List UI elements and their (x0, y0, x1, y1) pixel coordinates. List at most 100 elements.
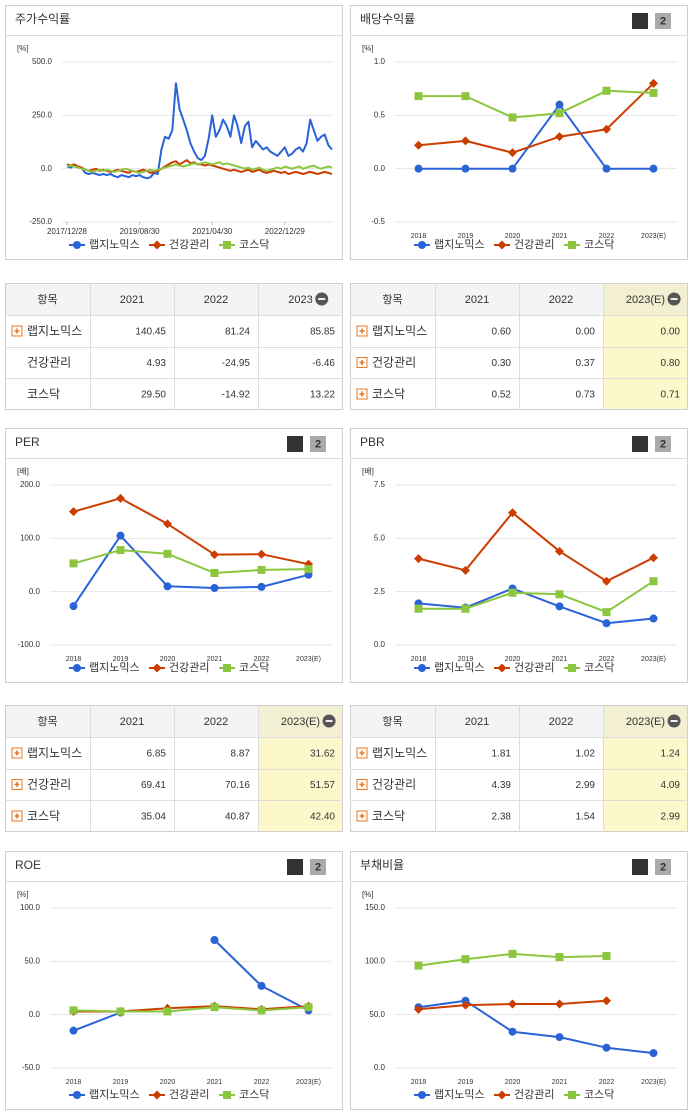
marker (69, 559, 78, 568)
cell-value: 6.85 (147, 749, 167, 760)
cell-value: 4.39 (492, 780, 512, 791)
column-header: 항목 (37, 293, 57, 306)
marker (497, 240, 507, 250)
unit-label: [%] (362, 44, 374, 53)
y-tick-label: 0.0 (29, 587, 41, 596)
column-header: 2023(E) (281, 716, 320, 728)
x-tick-label: 2021 (552, 233, 568, 240)
y-tick-label: -100.0 (17, 640, 40, 649)
series-line (73, 549, 309, 574)
page-button-label: 2 (660, 438, 666, 450)
marker (508, 113, 517, 122)
cell-value: 0.73 (576, 390, 596, 401)
cell-value: -14.92 (222, 390, 251, 401)
page-button[interactable] (287, 436, 303, 452)
cell-value: 29.50 (141, 390, 166, 401)
marker (508, 164, 517, 173)
highlight-column (258, 737, 343, 832)
row-label: 코스닥 (372, 809, 405, 823)
cell-value: 51.57 (310, 780, 335, 791)
column-header: 2022 (549, 716, 573, 728)
data-table: 항목 2021 2022 2023 랩지노믹스 140.45 81.24 85.85 건강관리 4… (5, 283, 343, 410)
marker (163, 1007, 172, 1016)
data-table: 항목 2021 2022 2023(E) 랩지노믹스 0.60 0.00 0.00 건강관리 0.… (350, 283, 688, 410)
page-button[interactable] (655, 13, 671, 29)
page-button[interactable] (310, 859, 326, 875)
expand-icon-plus (359, 391, 365, 397)
expand-icon-plus (14, 782, 20, 787)
cell-value: 0.00 (661, 327, 681, 338)
marker (568, 664, 576, 672)
marker (73, 1091, 81, 1099)
page-button-label: 1 (637, 438, 643, 450)
cell-value: -24.95 (222, 358, 251, 369)
marker (257, 981, 266, 990)
legend-label: 건강관리 (169, 1088, 209, 1101)
cell-value: 70.16 (225, 780, 250, 791)
column-header: 2021 (465, 294, 489, 306)
chart-title: 부채비율 (360, 858, 404, 872)
y-tick-label: 0.0 (29, 1010, 41, 1019)
marker (508, 1027, 517, 1036)
legend-label: 코스닥 (239, 661, 269, 674)
cell-value: 0.60 (492, 327, 512, 338)
unit-label: [배] (362, 467, 374, 476)
legend-label: 코스닥 (584, 238, 614, 251)
cell-value: -6.46 (312, 358, 335, 369)
marker (602, 576, 611, 586)
marker (414, 554, 423, 564)
y-tick-label: 100.0 (20, 533, 41, 542)
marker (555, 132, 564, 142)
row-label: 랩지노믹스 (372, 746, 427, 760)
legend-label: 랩지노믹스 (89, 238, 140, 251)
y-tick-label: 0.5 (374, 110, 386, 119)
page-button[interactable] (655, 859, 671, 875)
marker (116, 1007, 125, 1016)
marker (210, 584, 219, 593)
row-label: 건강관리 (27, 778, 71, 792)
y-tick-label: 100.0 (365, 956, 386, 965)
unit-label: [%] (362, 890, 374, 899)
y-tick-label: 5.0 (374, 533, 386, 542)
x-tick-label: 2020 (160, 1079, 176, 1086)
expand-icon-plus (14, 328, 20, 334)
cell-value: 1.02 (576, 749, 596, 760)
marker (73, 241, 81, 249)
x-tick-label: 2018 (66, 656, 82, 663)
marker (116, 493, 125, 503)
marker (163, 519, 172, 529)
x-tick-label: 2020 (505, 233, 521, 240)
page-button[interactable] (655, 436, 671, 452)
cell-value: 13.22 (310, 390, 335, 401)
marker (414, 1004, 423, 1014)
page-button-label: 2 (660, 15, 666, 27)
series-line (418, 89, 654, 119)
cell-value: 1.54 (576, 812, 596, 823)
marker (461, 604, 470, 613)
marker (461, 1000, 470, 1010)
page-button[interactable] (632, 436, 648, 452)
x-tick-label: 2019/08/30 (120, 227, 161, 236)
page-button[interactable] (632, 859, 648, 875)
cell-value: 140.45 (135, 327, 166, 338)
x-tick-label: 2020 (505, 656, 521, 663)
y-tick-label: 0.0 (374, 164, 386, 173)
column-header: 항목 (37, 715, 57, 728)
page-button-label: 1 (292, 438, 298, 450)
marker (223, 664, 231, 672)
marker (555, 546, 564, 556)
chart-title: PER (15, 435, 40, 449)
column-header: 2023(E) (626, 294, 665, 306)
y-tick-label: 7.5 (374, 480, 386, 489)
marker (152, 663, 162, 673)
x-tick-label: 2023(E) (641, 1079, 666, 1086)
page-button[interactable] (310, 436, 326, 452)
panel-border (5, 5, 343, 260)
unit-label: [%] (17, 890, 29, 899)
marker (69, 1006, 78, 1015)
marker (223, 241, 231, 249)
page-button[interactable] (287, 859, 303, 875)
page-button[interactable] (632, 13, 648, 29)
marker (414, 604, 423, 613)
